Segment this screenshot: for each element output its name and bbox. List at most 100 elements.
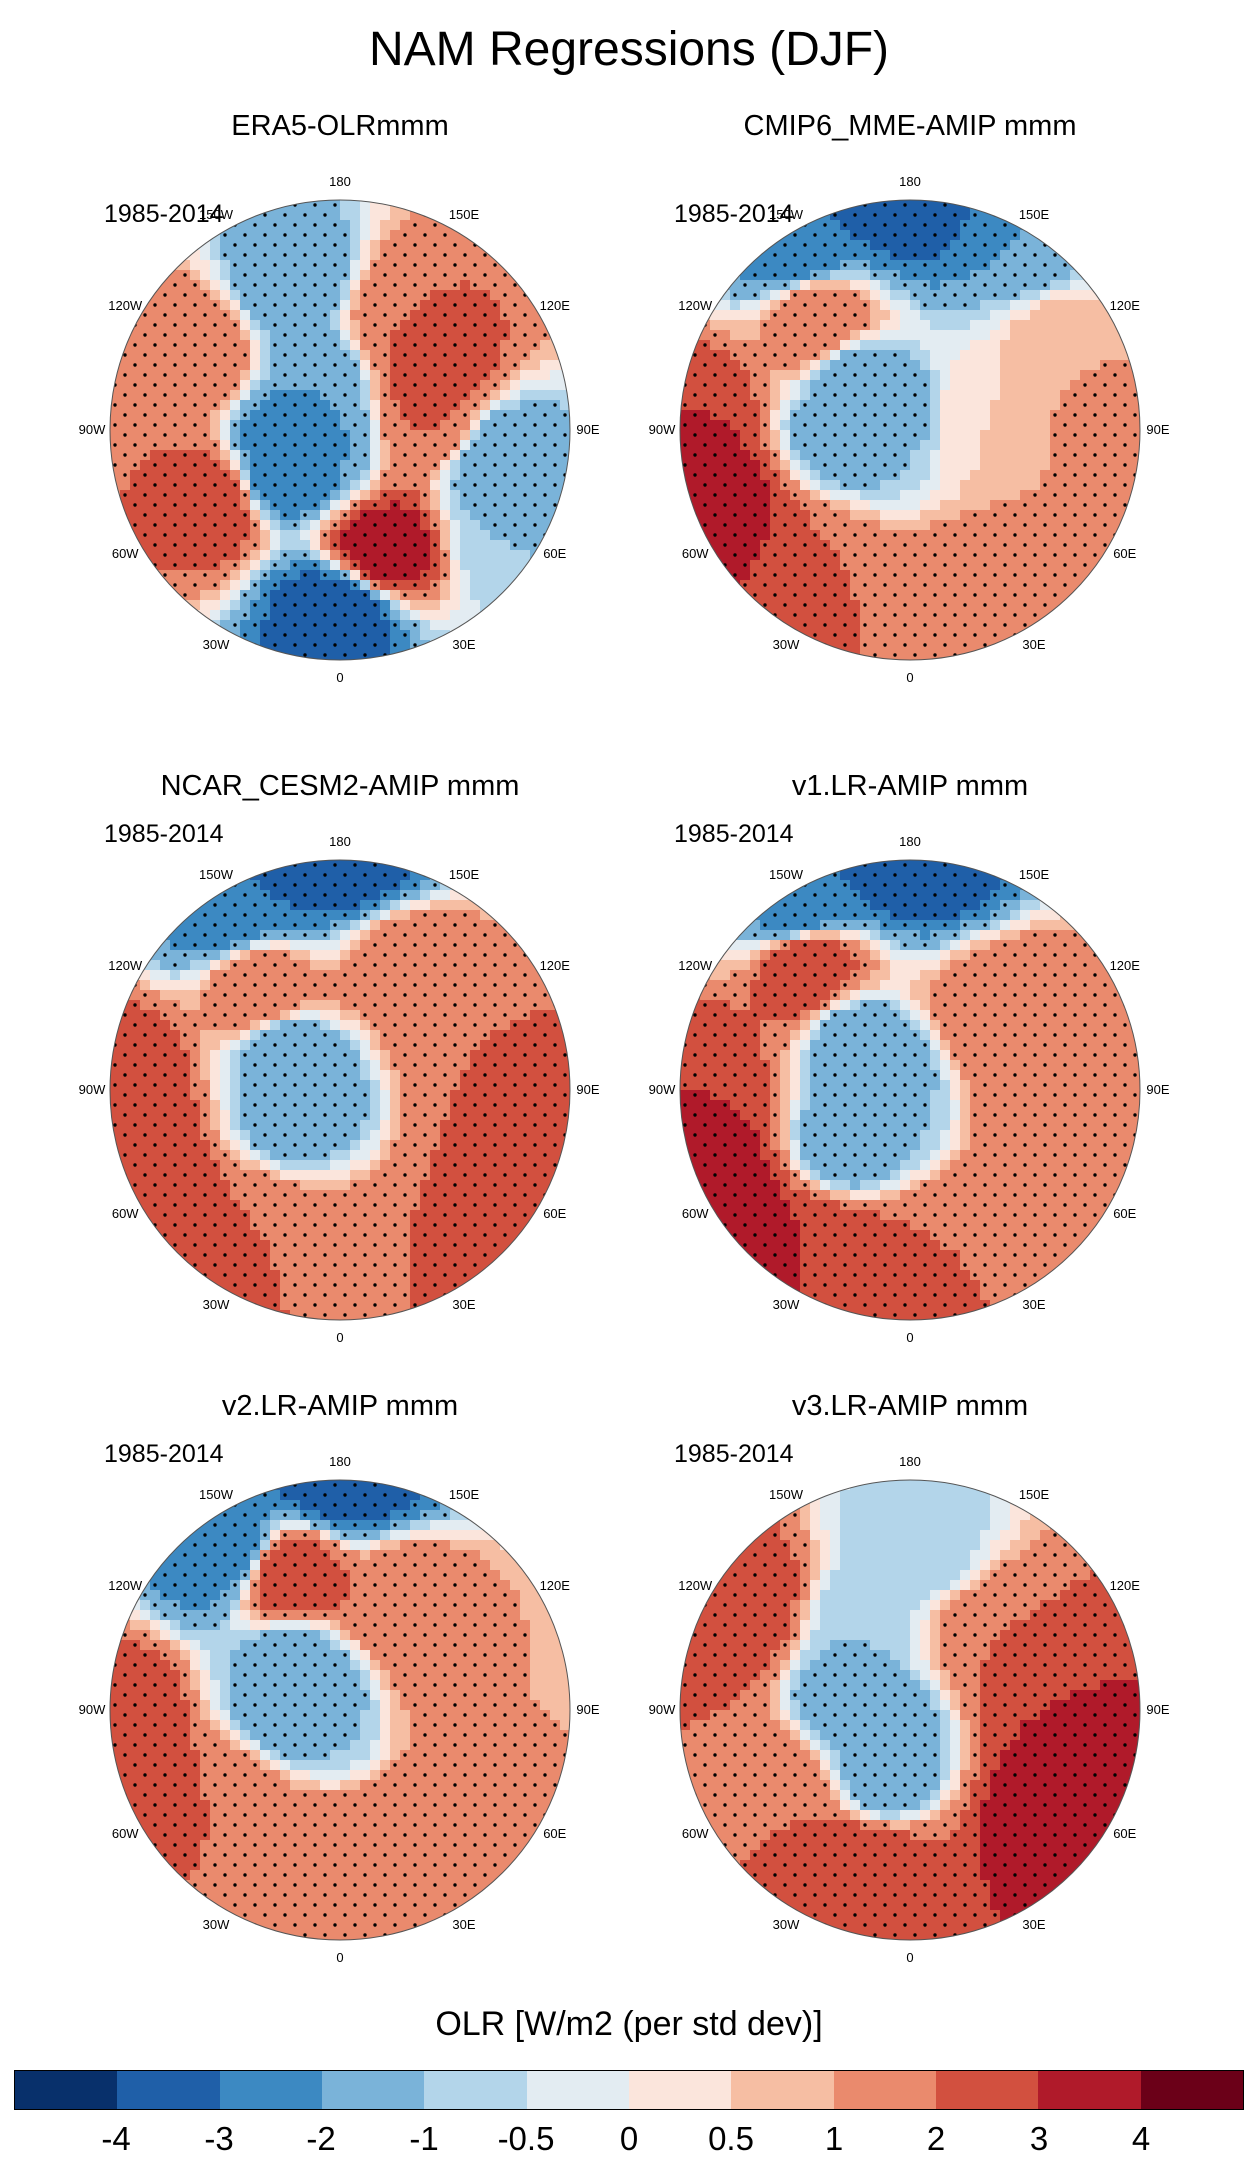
field-cell <box>310 630 321 641</box>
field-cell <box>1130 460 1140 471</box>
field-cell <box>370 570 381 581</box>
field-cell <box>150 280 161 291</box>
field-cell <box>390 210 401 221</box>
field-cell <box>510 380 521 391</box>
significance-dot <box>123 333 127 337</box>
significance-dot <box>1103 523 1107 527</box>
significance-dot <box>983 223 987 227</box>
significance-dot <box>223 353 227 357</box>
significance-dot <box>223 553 227 557</box>
significance-dot <box>433 583 437 587</box>
field-cell <box>540 500 551 511</box>
significance-dot <box>393 323 397 327</box>
field-cell <box>230 370 241 381</box>
field-cell <box>1060 430 1071 441</box>
significance-dot <box>253 603 257 607</box>
field-cell <box>440 280 451 291</box>
significance-dot <box>683 363 687 367</box>
field-cell <box>1090 330 1101 341</box>
field-cell <box>880 210 891 221</box>
field-cell <box>1090 300 1101 311</box>
field-cell <box>890 260 901 271</box>
field-cell <box>990 340 1001 351</box>
field-cell <box>370 870 381 881</box>
significance-dot <box>383 253 387 257</box>
significance-dot <box>923 403 927 407</box>
field-cell <box>340 340 351 351</box>
significance-dot <box>273 483 277 487</box>
significance-dot <box>883 203 887 207</box>
significance-dot <box>553 323 557 327</box>
field-cell <box>330 590 341 601</box>
field-cell <box>1130 500 1140 511</box>
significance-dot <box>813 433 817 437</box>
field-cell <box>930 380 941 391</box>
field-cell <box>380 420 391 431</box>
field-cell <box>300 220 311 231</box>
field-cell <box>380 300 391 311</box>
significance-dot <box>303 233 307 237</box>
field-cell <box>130 370 141 381</box>
field-cell <box>780 440 791 451</box>
field-cell <box>860 290 871 301</box>
significance-dot <box>533 403 537 407</box>
significance-dot <box>753 393 757 397</box>
field-cell <box>370 450 381 461</box>
significance-dot <box>313 583 317 587</box>
significance-dot <box>313 263 317 267</box>
field-cell <box>1030 540 1041 551</box>
field-cell <box>1030 400 1041 411</box>
significance-dot <box>753 513 757 517</box>
significance-dot <box>813 253 817 257</box>
significance-dot <box>713 433 717 437</box>
field-cell <box>140 400 151 411</box>
field-cell <box>780 450 791 461</box>
field-cell <box>950 360 961 371</box>
field-cell <box>330 370 341 381</box>
field-cell <box>460 320 471 331</box>
field-cell <box>880 650 891 660</box>
field-cell <box>330 310 341 321</box>
field-cell <box>260 340 271 351</box>
field-cell <box>960 450 971 461</box>
period-label: 1985-2014 <box>104 820 224 848</box>
field-cell <box>1020 380 1031 391</box>
field-cell <box>320 280 331 291</box>
field-cell <box>1030 390 1041 401</box>
field-cell <box>180 420 191 431</box>
field-cell <box>970 560 981 571</box>
significance-dot <box>1053 413 1057 417</box>
field-cell <box>470 250 481 261</box>
field-cell <box>280 360 291 371</box>
field-cell <box>1030 500 1041 511</box>
field-cell <box>550 350 561 361</box>
significance-dot <box>863 243 867 247</box>
field-cell <box>1050 460 1061 471</box>
field-cell <box>940 360 951 371</box>
field-cell <box>450 430 461 441</box>
significance-dot <box>413 523 417 527</box>
field-cell <box>540 480 551 491</box>
field-cell <box>870 580 881 591</box>
field-cell <box>1010 280 1021 291</box>
field-cell <box>930 260 941 271</box>
field-cell <box>310 570 321 581</box>
significance-dot <box>1113 373 1117 377</box>
field-cell <box>870 260 881 271</box>
longitude-label: 180 <box>329 174 351 189</box>
significance-dot <box>1023 543 1027 547</box>
significance-dot <box>1043 603 1047 607</box>
significance-dot <box>393 643 397 647</box>
significance-dot <box>443 253 447 257</box>
significance-dot <box>743 263 747 267</box>
field-cell <box>270 590 281 601</box>
significance-dot <box>203 453 207 457</box>
field-cell <box>740 570 751 581</box>
significance-dot <box>503 493 507 497</box>
field-cell <box>870 310 881 321</box>
field-cell <box>240 330 251 341</box>
significance-dot <box>173 303 177 307</box>
field-cell <box>410 610 421 621</box>
significance-dot <box>1053 453 1057 457</box>
significance-dot <box>773 553 777 557</box>
